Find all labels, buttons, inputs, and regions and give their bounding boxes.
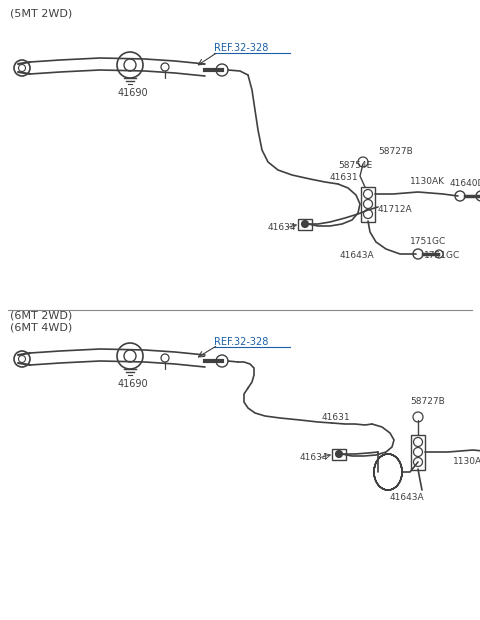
Bar: [361, 187, 375, 221]
Bar: [332, 448, 346, 459]
Text: 1130AK: 1130AK: [410, 177, 445, 187]
Text: 1751GC: 1751GC: [410, 237, 446, 247]
Text: 41690: 41690: [118, 88, 149, 98]
Text: 1751GC: 1751GC: [424, 252, 460, 260]
Text: (6MT 2WD): (6MT 2WD): [10, 311, 72, 321]
Text: 41690: 41690: [118, 379, 149, 389]
Text: 41643A: 41643A: [390, 492, 425, 502]
Text: 41712A: 41712A: [378, 205, 413, 213]
Text: 41631: 41631: [330, 174, 359, 182]
Text: 41634: 41634: [300, 453, 328, 463]
Bar: [298, 218, 312, 229]
Text: (6MT 4WD): (6MT 4WD): [10, 322, 72, 332]
Circle shape: [301, 221, 309, 228]
Circle shape: [336, 451, 343, 458]
Text: 58727B: 58727B: [378, 148, 413, 156]
Text: 41634: 41634: [268, 223, 297, 232]
Text: 41640D: 41640D: [450, 180, 480, 188]
Text: 1130AK: 1130AK: [453, 458, 480, 466]
Text: REF.32-328: REF.32-328: [214, 43, 268, 53]
Text: (5MT 2WD): (5MT 2WD): [10, 8, 72, 18]
Text: REF.32-328: REF.32-328: [214, 337, 268, 347]
Bar: [411, 435, 425, 469]
Text: 41643A: 41643A: [340, 252, 374, 260]
Text: 58727B: 58727B: [410, 397, 445, 407]
Text: 41631: 41631: [322, 414, 350, 422]
Text: 58754E: 58754E: [338, 161, 372, 171]
